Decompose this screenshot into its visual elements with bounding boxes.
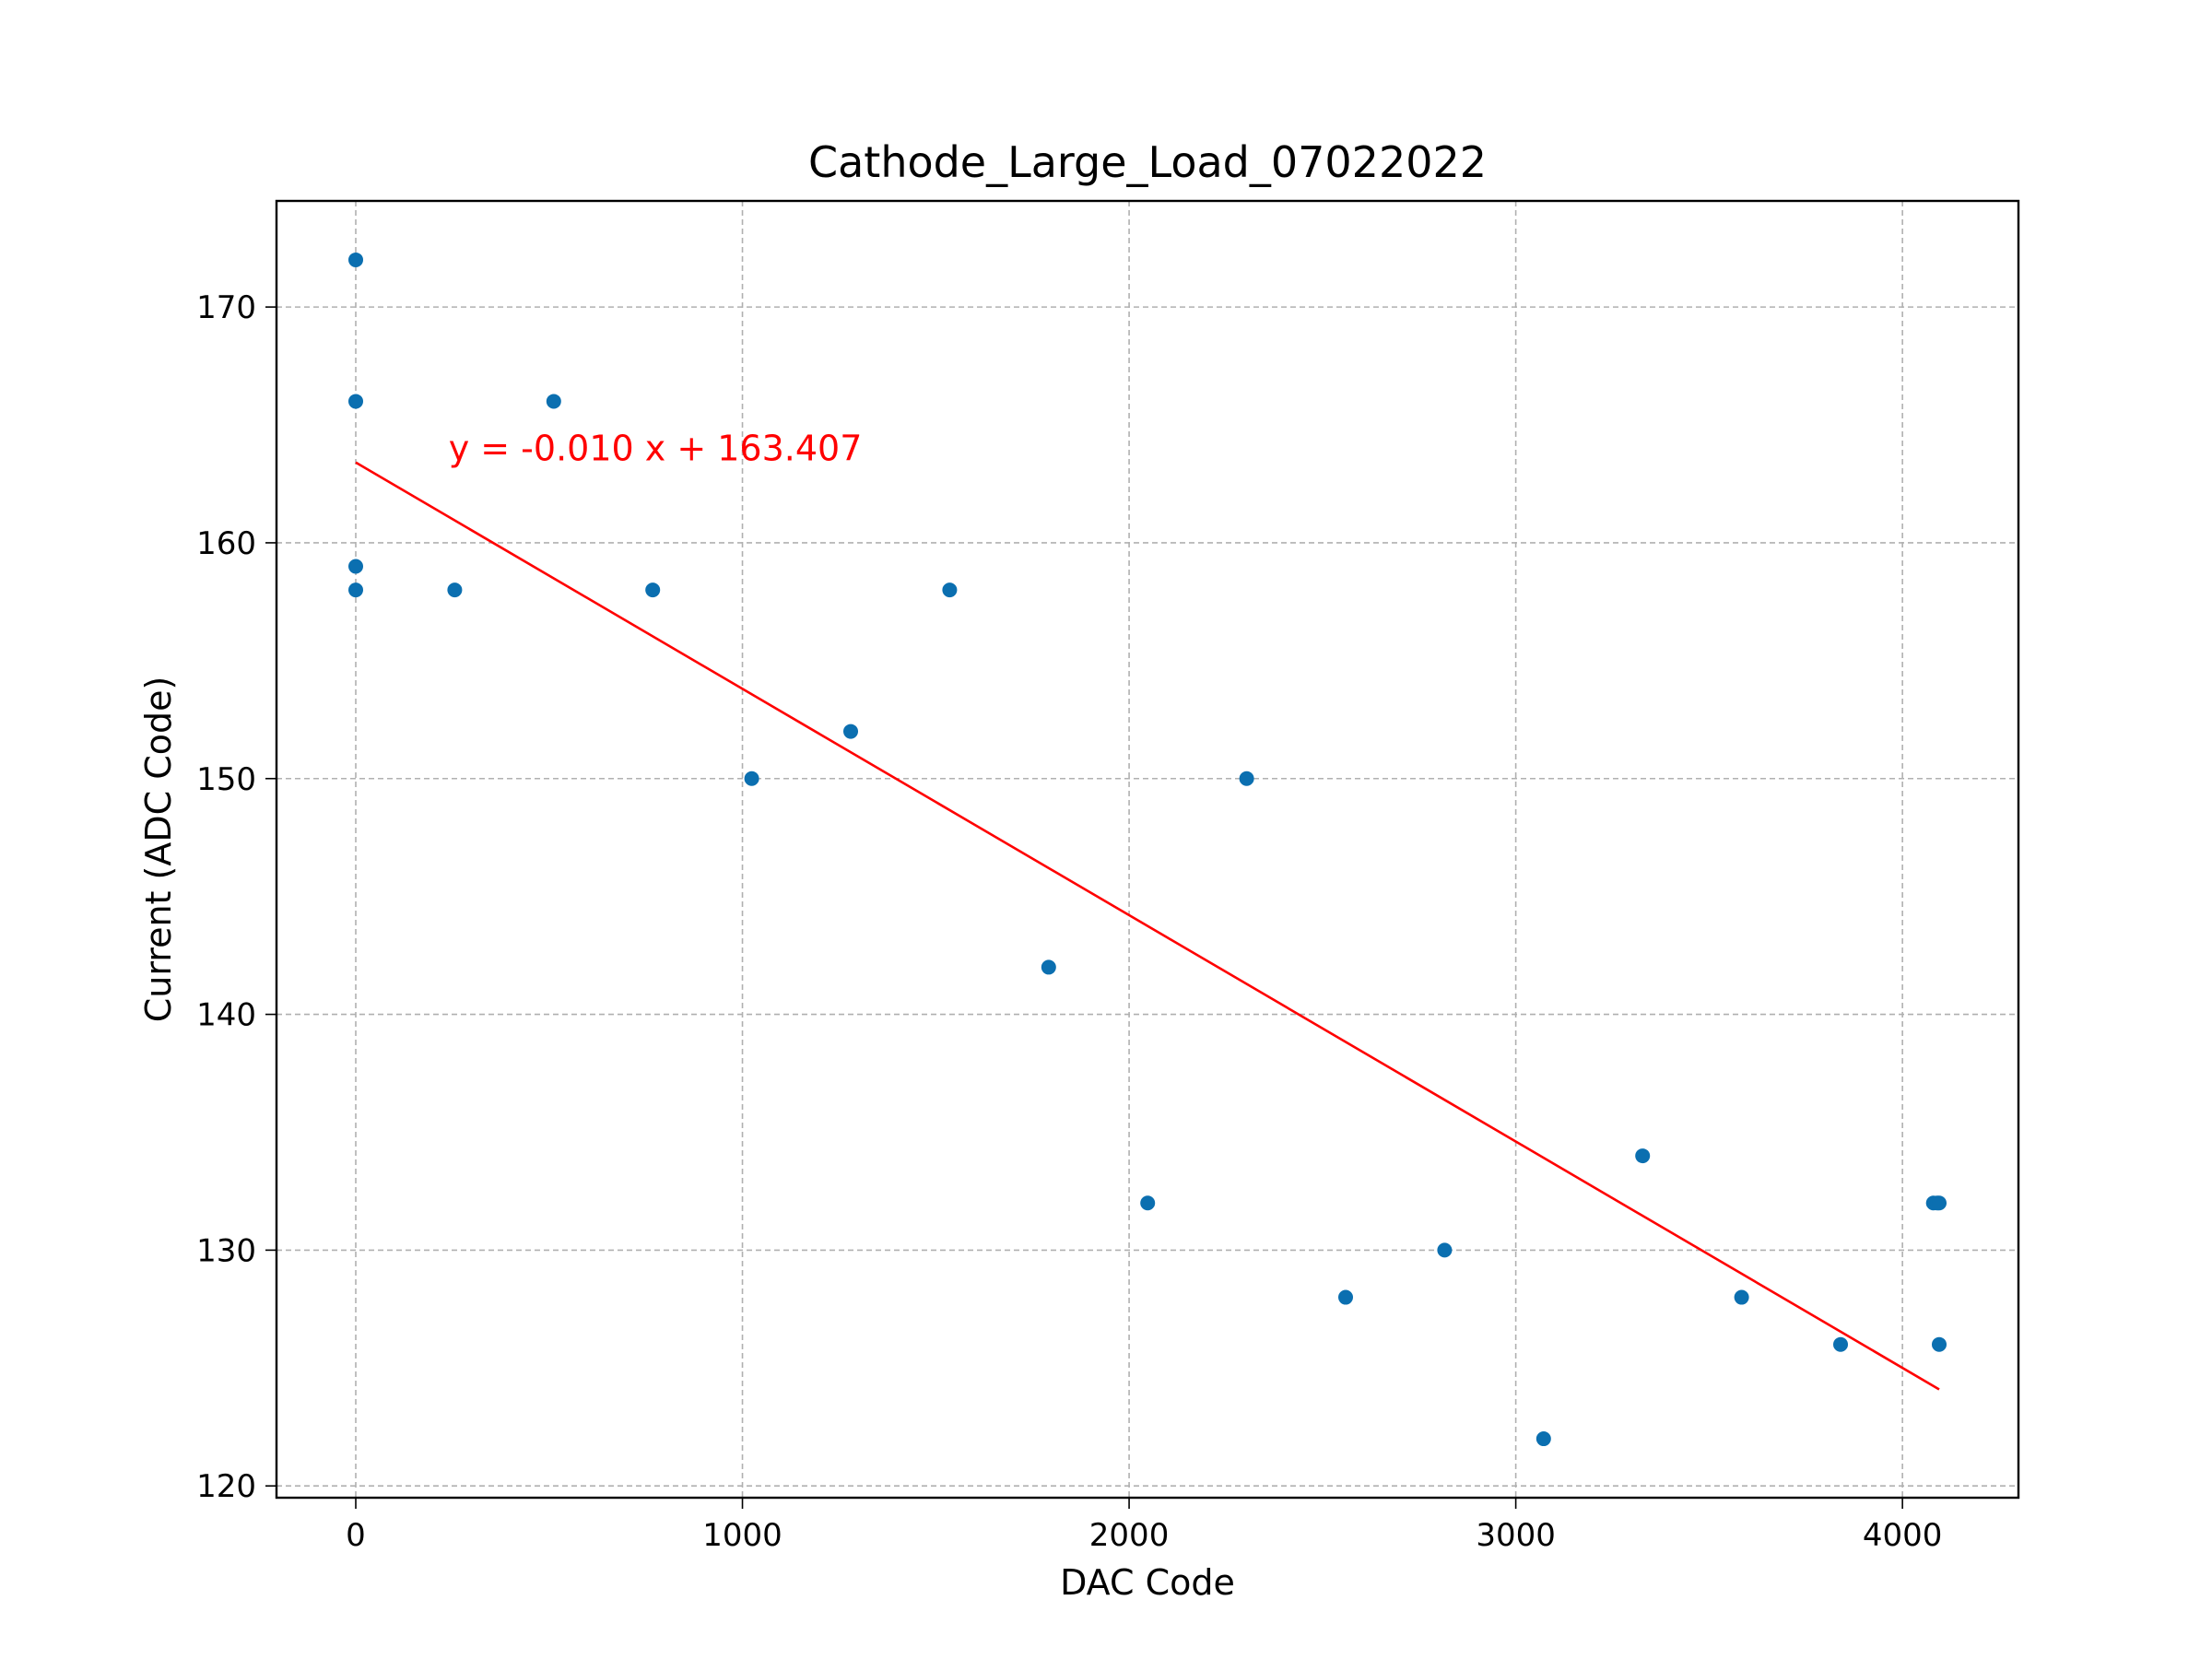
chart-title: Cathode_Large_Load_07022022 bbox=[808, 137, 1487, 187]
y-axis-ticks: 120 130 140 150 160 170 bbox=[196, 289, 276, 1505]
y-tick-label: 120 bbox=[196, 1468, 256, 1505]
y-tick-label: 150 bbox=[196, 761, 256, 798]
data-point bbox=[1041, 959, 1056, 975]
data-points bbox=[348, 252, 1947, 1447]
data-point bbox=[1338, 1289, 1354, 1305]
y-axis-title: Current (ADC Code) bbox=[138, 677, 179, 1023]
x-axis-ticks: 0 1000 2000 3000 4000 bbox=[346, 1498, 1942, 1554]
x-tick-label: 0 bbox=[346, 1517, 366, 1554]
fit-line-group bbox=[355, 461, 1940, 1391]
grid-lines bbox=[276, 201, 2018, 1498]
data-point bbox=[1931, 1336, 1947, 1352]
x-tick-label: 3000 bbox=[1476, 1517, 1556, 1554]
data-point bbox=[348, 582, 364, 598]
plot-frame bbox=[275, 199, 2020, 1500]
fit-equation-annotation: y = -0.010 x + 163.407 bbox=[449, 428, 863, 468]
data-point bbox=[1635, 1148, 1651, 1164]
y-tick-label: 160 bbox=[196, 525, 256, 562]
x-axis-title: DAC Code bbox=[1060, 1562, 1235, 1603]
data-point bbox=[744, 771, 759, 786]
data-point bbox=[1833, 1336, 1849, 1352]
data-point bbox=[348, 252, 364, 267]
x-tick-label: 2000 bbox=[1089, 1517, 1170, 1554]
fit-line bbox=[355, 461, 1940, 1391]
data-point bbox=[1931, 1195, 1947, 1211]
y-tick-label: 170 bbox=[196, 289, 256, 326]
data-point bbox=[843, 724, 859, 739]
data-point bbox=[1437, 1242, 1453, 1258]
data-point bbox=[942, 582, 958, 598]
data-point bbox=[348, 559, 364, 574]
data-point bbox=[645, 582, 661, 598]
data-point bbox=[1140, 1195, 1156, 1211]
data-point bbox=[348, 394, 364, 409]
y-tick-label: 130 bbox=[196, 1232, 256, 1269]
data-point bbox=[546, 394, 561, 409]
data-point bbox=[447, 582, 463, 598]
x-tick-label: 4000 bbox=[1863, 1517, 1943, 1554]
y-tick-label: 140 bbox=[196, 997, 256, 1034]
data-point bbox=[1734, 1289, 1749, 1305]
data-point bbox=[1535, 1431, 1551, 1447]
x-tick-label: 1000 bbox=[702, 1517, 782, 1554]
data-point bbox=[1239, 771, 1254, 786]
